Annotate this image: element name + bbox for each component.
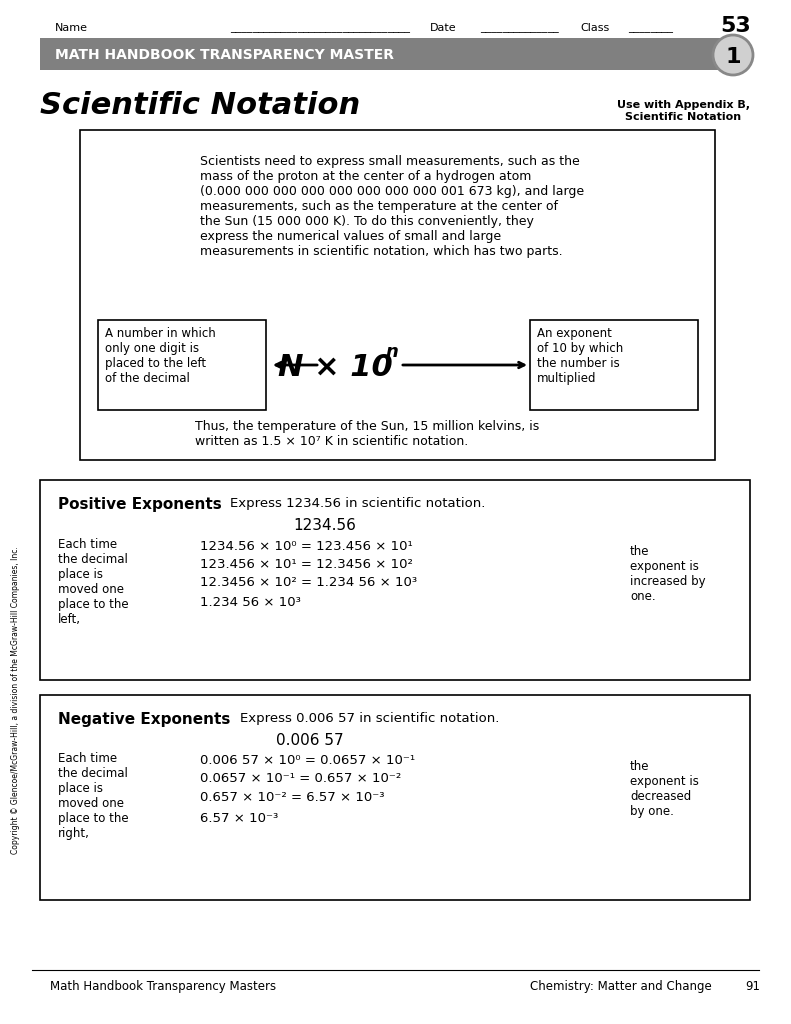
- FancyBboxPatch shape: [40, 695, 750, 900]
- Text: 6.57 × 10⁻³: 6.57 × 10⁻³: [200, 812, 278, 825]
- Text: Date: Date: [430, 23, 456, 33]
- Text: 12.3456 × 10² = 1.234 56 × 10³: 12.3456 × 10² = 1.234 56 × 10³: [200, 575, 417, 589]
- Text: 1234.56 × 10⁰ = 123.456 × 10¹: 1234.56 × 10⁰ = 123.456 × 10¹: [200, 540, 413, 553]
- Text: 91: 91: [745, 980, 760, 993]
- Text: 0.006 57: 0.006 57: [276, 733, 344, 748]
- Text: Use with Appendix B,
Scientific Notation: Use with Appendix B, Scientific Notation: [617, 100, 750, 122]
- Circle shape: [713, 35, 753, 75]
- Text: A number in which
only one digit is
placed to the left
of the decimal: A number in which only one digit is plac…: [105, 327, 216, 385]
- Text: Express 0.006 57 in scientific notation.: Express 0.006 57 in scientific notation.: [240, 712, 499, 725]
- Text: 1.234 56 × 10³: 1.234 56 × 10³: [200, 596, 301, 609]
- Text: MATH HANDBOOK TRANSPARENCY MASTER: MATH HANDBOOK TRANSPARENCY MASTER: [55, 48, 394, 62]
- Text: n: n: [385, 343, 398, 361]
- Text: Copyright © Glencoe/McGraw-Hill, a division of the McGraw-Hill Companies, Inc.: Copyright © Glencoe/McGraw-Hill, a divis…: [12, 546, 21, 854]
- Text: 1234.56: 1234.56: [293, 518, 357, 534]
- Text: Class: Class: [580, 23, 609, 33]
- Text: Thus, the temperature of the Sun, 15 million kelvins, is
written as 1.5 × 10⁷ K : Thus, the temperature of the Sun, 15 mil…: [195, 420, 539, 449]
- Text: Negative Exponents: Negative Exponents: [58, 712, 230, 727]
- Text: Each time
the decimal
place is
moved one
place to the
right,: Each time the decimal place is moved one…: [58, 752, 129, 840]
- Text: 53: 53: [720, 16, 751, 36]
- Text: An exponent
of 10 by which
the number is
multiplied: An exponent of 10 by which the number is…: [537, 327, 623, 385]
- Text: Positive Exponents: Positive Exponents: [58, 497, 221, 512]
- Text: ________________________________: ________________________________: [230, 23, 410, 33]
- Text: ________: ________: [628, 23, 673, 33]
- Text: 0.657 × 10⁻² = 6.57 × 10⁻³: 0.657 × 10⁻² = 6.57 × 10⁻³: [200, 791, 384, 804]
- FancyBboxPatch shape: [530, 319, 698, 410]
- Text: Express 1234.56 in scientific notation.: Express 1234.56 in scientific notation.: [230, 497, 486, 510]
- Text: the
exponent is
increased by
one.: the exponent is increased by one.: [630, 545, 706, 603]
- Text: Scientists need to express small measurements, such as the
mass of the proton at: Scientists need to express small measure…: [200, 155, 584, 258]
- FancyBboxPatch shape: [40, 38, 740, 70]
- Text: Each time
the decimal
place is
moved one
place to the
left,: Each time the decimal place is moved one…: [58, 538, 129, 626]
- Text: Math Handbook Transparency Masters: Math Handbook Transparency Masters: [50, 980, 276, 993]
- FancyBboxPatch shape: [80, 130, 715, 460]
- Text: ______________: ______________: [480, 23, 558, 33]
- Text: the
exponent is
decreased
by one.: the exponent is decreased by one.: [630, 760, 699, 818]
- Text: 0.006 57 × 10⁰ = 0.0657 × 10⁻¹: 0.006 57 × 10⁰ = 0.0657 × 10⁻¹: [200, 754, 415, 767]
- Text: Name: Name: [55, 23, 88, 33]
- Text: N × 10: N × 10: [278, 352, 392, 382]
- FancyBboxPatch shape: [40, 480, 750, 680]
- Text: 0.0657 × 10⁻¹ = 0.657 × 10⁻²: 0.0657 × 10⁻¹ = 0.657 × 10⁻²: [200, 772, 401, 785]
- Text: 123.456 × 10¹ = 12.3456 × 10²: 123.456 × 10¹ = 12.3456 × 10²: [200, 558, 413, 571]
- Text: Scientific Notation: Scientific Notation: [40, 90, 360, 120]
- Text: Chemistry: Matter and Change: Chemistry: Matter and Change: [530, 980, 712, 993]
- Text: 1: 1: [725, 47, 740, 67]
- FancyBboxPatch shape: [98, 319, 266, 410]
